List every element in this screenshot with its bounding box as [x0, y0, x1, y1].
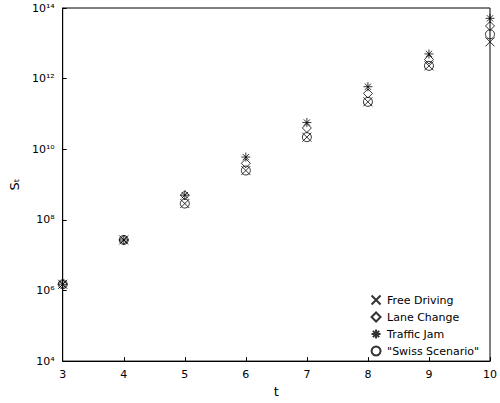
svg-text:t: t: [274, 384, 279, 399]
svg-text:Traffic Jam: Traffic Jam: [386, 328, 444, 341]
svg-text:10⁸: 10⁸: [36, 213, 55, 226]
svg-text:8: 8: [364, 368, 371, 381]
svg-text:Lane Change: Lane Change: [387, 311, 459, 324]
svg-text:5: 5: [181, 368, 188, 381]
svg-text:10⁶: 10⁶: [36, 284, 55, 297]
svg-text:4: 4: [120, 368, 127, 381]
svg-text:10¹²: 10¹²: [32, 72, 55, 85]
svg-text:9: 9: [425, 368, 432, 381]
svg-text:10¹⁰: 10¹⁰: [32, 143, 55, 156]
svg-text:7: 7: [303, 368, 310, 381]
svg-text:Free Driving: Free Driving: [387, 294, 453, 307]
svg-text:10: 10: [483, 368, 497, 381]
svg-text:Sₜ: Sₜ: [7, 178, 22, 190]
svg-text:3: 3: [59, 368, 66, 381]
svg-text:6: 6: [242, 368, 249, 381]
svg-text:10⁴: 10⁴: [36, 355, 55, 368]
svg-text:10¹⁴: 10¹⁴: [32, 2, 55, 15]
svg-text:"Swiss Scenario": "Swiss Scenario": [387, 345, 479, 358]
